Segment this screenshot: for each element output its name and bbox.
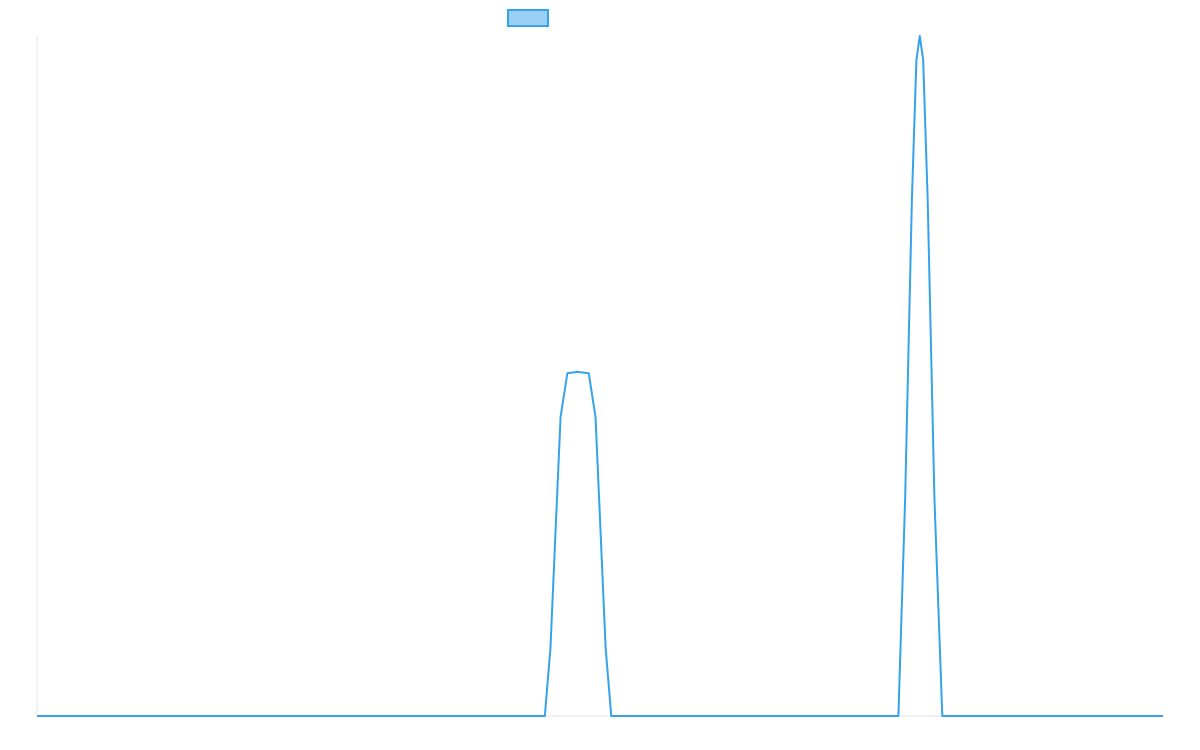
legend-swatch: [507, 9, 549, 27]
line-series: [37, 35, 1163, 717]
